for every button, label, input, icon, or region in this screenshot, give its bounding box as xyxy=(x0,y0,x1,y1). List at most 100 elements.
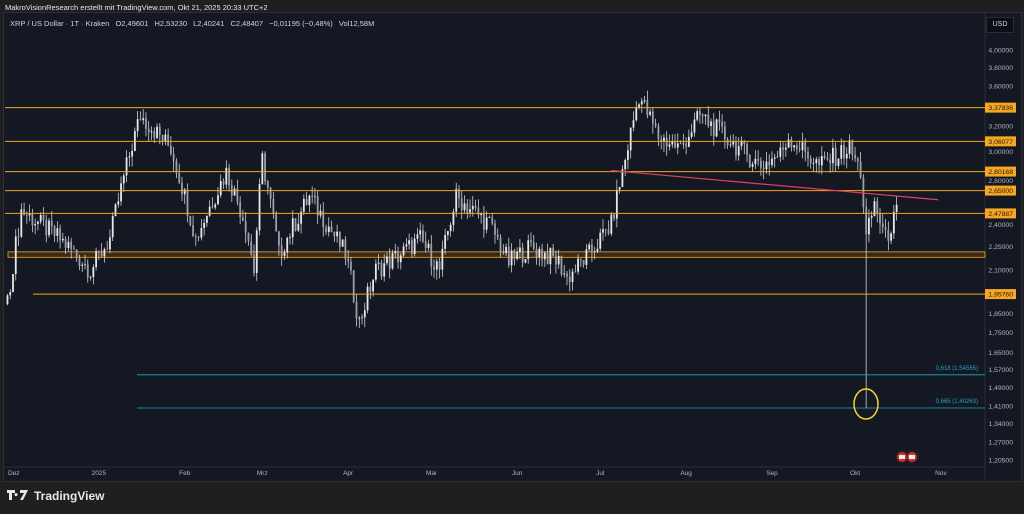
candle-body xyxy=(186,189,189,217)
candle-body xyxy=(308,195,311,206)
candle-body xyxy=(876,201,879,214)
candle-body xyxy=(884,227,887,230)
candle-body xyxy=(460,198,463,211)
attribution: MakroVisionResearch erstellt mit Trading… xyxy=(5,3,268,12)
candle-body xyxy=(9,292,12,296)
candle-body xyxy=(244,221,247,233)
fib-level-label: 0,618 (1,54565) xyxy=(936,366,978,372)
candle-body xyxy=(809,158,812,164)
candle-body xyxy=(250,241,253,255)
candle-body xyxy=(549,247,552,265)
candle-body xyxy=(560,256,563,275)
candle-body xyxy=(446,231,449,235)
candle-body xyxy=(771,158,773,166)
candle-body xyxy=(776,156,779,158)
candle-body xyxy=(300,211,302,224)
candle-body xyxy=(430,243,433,267)
volume: Vol12,58M xyxy=(338,19,375,28)
candle-body xyxy=(859,161,862,178)
candle-body xyxy=(502,252,505,254)
candle-body xyxy=(95,251,97,268)
candle-body xyxy=(748,154,751,167)
candle-body xyxy=(291,218,294,238)
candle-body xyxy=(350,261,352,271)
candle-body xyxy=(294,218,297,231)
candle-body xyxy=(787,139,790,148)
candle-body xyxy=(408,240,411,245)
time-tick: Feb xyxy=(179,470,191,477)
candle-body xyxy=(338,231,341,247)
candle-body xyxy=(422,230,424,242)
candle-body xyxy=(638,104,640,108)
candle-body xyxy=(488,217,491,218)
candle-body xyxy=(169,145,172,154)
candle-body xyxy=(297,223,300,231)
level-price-label: 3,06077 xyxy=(988,139,1013,146)
candle-body xyxy=(812,163,815,164)
ohlc-close: C2,48407 xyxy=(230,19,264,28)
tradingview-logo: TradingView xyxy=(7,489,104,503)
candle-body xyxy=(832,147,834,164)
candle-body xyxy=(100,251,103,257)
candle-body xyxy=(178,173,181,183)
candle-body xyxy=(723,126,726,140)
price-tick: 2,80000 xyxy=(988,178,1013,185)
candle-body xyxy=(214,204,217,208)
candle-body xyxy=(258,184,261,231)
candle-body xyxy=(737,146,740,156)
candle-body xyxy=(477,207,480,216)
candle-body xyxy=(117,201,120,205)
candle-body xyxy=(685,143,688,147)
candle-body xyxy=(840,145,843,159)
support-zone xyxy=(7,251,986,258)
candle-body xyxy=(103,249,106,257)
time-tick: Mai xyxy=(426,470,436,477)
time-tick: Apr xyxy=(343,470,354,477)
candle-body xyxy=(427,243,430,248)
candle-body xyxy=(325,227,327,233)
candle-body xyxy=(895,204,898,212)
candle-body xyxy=(704,114,707,117)
candle-body xyxy=(372,279,374,292)
time-tick: 2025 xyxy=(92,470,107,477)
ohlc-low: L2,40241 xyxy=(193,19,225,28)
candle-body xyxy=(643,100,646,102)
chart-panel[interactable] xyxy=(3,12,1022,482)
candle-body xyxy=(50,220,53,227)
candle-body xyxy=(278,231,280,246)
price-tick: 3,60000 xyxy=(988,83,1013,90)
candle-body xyxy=(873,201,876,217)
candle-body xyxy=(510,250,513,266)
candle-body xyxy=(474,205,477,208)
candle-body xyxy=(192,225,194,237)
candle-body xyxy=(629,127,632,151)
candle-body xyxy=(820,156,823,166)
currency-button[interactable]: USD xyxy=(986,17,1014,33)
candle-body xyxy=(175,161,178,174)
candle-body xyxy=(710,121,712,127)
candle-body xyxy=(383,263,386,277)
candle-body xyxy=(402,246,405,256)
candle-body xyxy=(535,248,538,258)
time-tick: Jun xyxy=(512,470,523,477)
candle-body xyxy=(316,196,319,216)
candle-body xyxy=(416,234,419,239)
candle-body xyxy=(654,123,657,127)
candle-body xyxy=(206,215,208,223)
candle-body xyxy=(740,140,743,147)
candle-body xyxy=(765,161,768,170)
candle-body xyxy=(264,153,266,182)
candle-body xyxy=(444,234,447,249)
candle-body xyxy=(751,164,754,167)
candle-body xyxy=(762,167,765,170)
candle-body xyxy=(20,209,23,237)
candle-body xyxy=(743,140,746,145)
candle-body xyxy=(242,217,244,222)
candle-body xyxy=(217,195,219,205)
candle-body xyxy=(693,119,696,133)
time-tick: Mrz xyxy=(257,470,268,477)
candle-body xyxy=(405,244,408,247)
candle-body xyxy=(45,219,48,236)
candle-body xyxy=(660,139,663,142)
